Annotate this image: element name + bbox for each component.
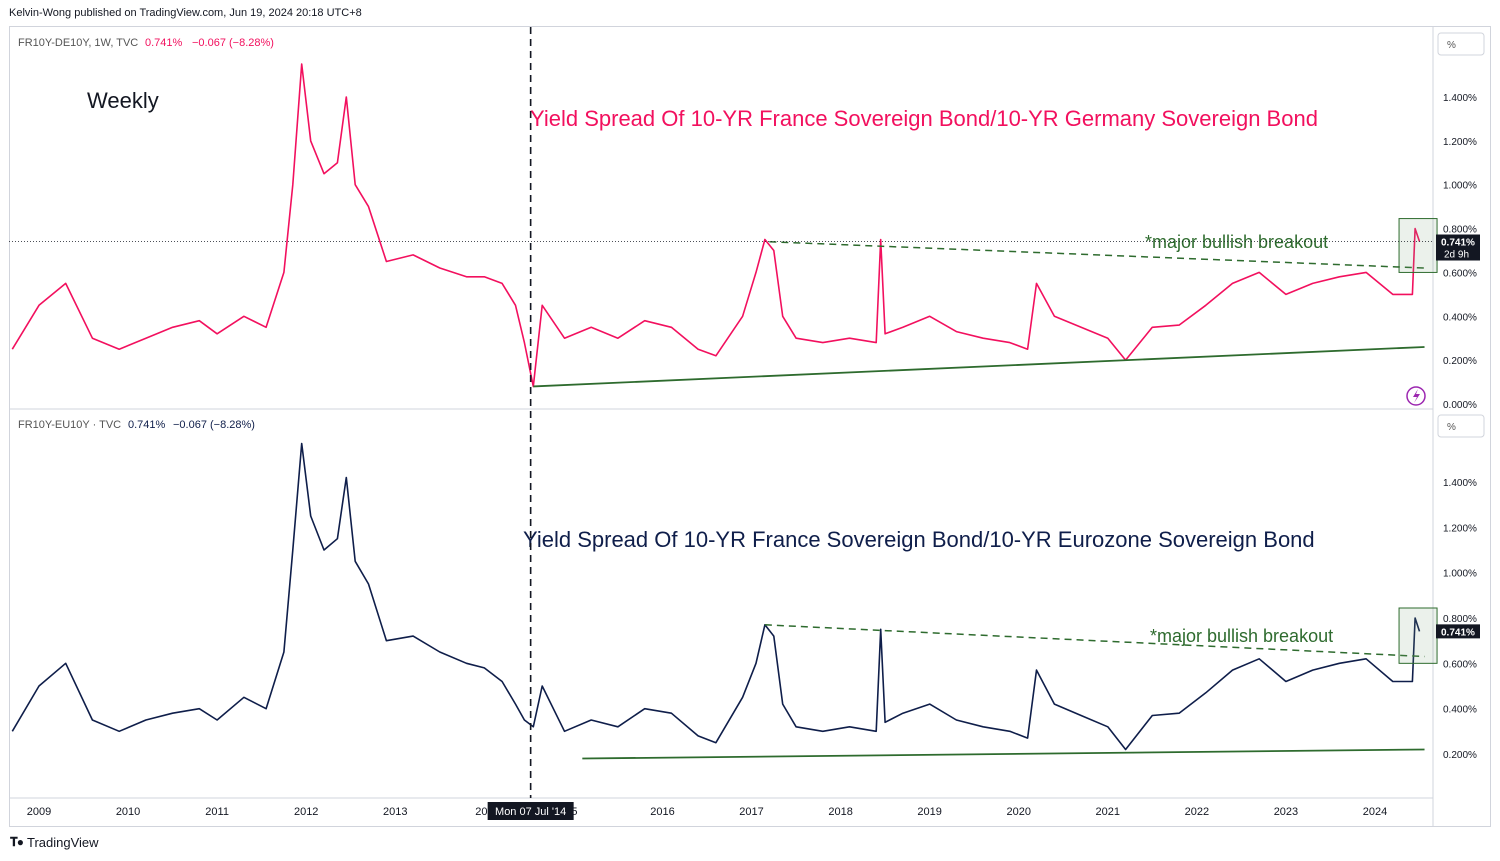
tradingview-logo-icon: 𝐓● [10, 835, 23, 850]
crosshair-date-label: Mon 07 Jul '14 [495, 806, 566, 818]
y-tick-label: 0.400% [1443, 705, 1477, 716]
y-tick-label: 0.400% [1443, 312, 1477, 323]
footer-brand: TradingView [27, 835, 99, 850]
support-trendline [582, 749, 1424, 758]
x-tick-label: 2011 [205, 806, 229, 818]
x-tick-label: 2024 [1363, 806, 1387, 818]
chart-title-top: Yield Spread Of 10-YR France Sovereign B… [530, 106, 1318, 131]
x-tick-label: 2012 [294, 806, 318, 818]
unit-box-bottom[interactable] [1438, 415, 1484, 437]
x-tick-label: 2018 [828, 806, 852, 818]
legend-change-bottom: −0.067 (−8.28%) [173, 419, 255, 431]
y-tick-label: 1.400% [1443, 478, 1477, 489]
y-tick-label: 1.000% [1443, 181, 1477, 192]
footer: 𝐓● TradingView [10, 835, 99, 850]
breakout-box [1399, 219, 1437, 273]
chart-title-bottom: Yield Spread Of 10-YR France Sovereign B… [523, 527, 1315, 552]
price-badge-label: 0.741% [1441, 627, 1475, 638]
y-tick-label: 0.800% [1443, 614, 1477, 625]
x-tick-label: 2023 [1274, 806, 1298, 818]
y-tick-label: 1.000% [1443, 569, 1477, 580]
y-tick-label: 1.200% [1443, 137, 1477, 148]
x-tick-label: 2017 [739, 806, 763, 818]
unit-box-top[interactable] [1438, 33, 1484, 55]
unit-label-top: % [1447, 40, 1456, 51]
x-tick-label: 2021 [1096, 806, 1120, 818]
support-trendline [533, 347, 1424, 386]
lightning-bolt-icon [1413, 389, 1420, 403]
x-tick-label: 2020 [1006, 806, 1030, 818]
x-tick-label: 2022 [1185, 806, 1209, 818]
price-badge-label: 0.741% [1441, 238, 1475, 249]
y-tick-label: 1.200% [1443, 523, 1477, 534]
legend-value-bottom: 0.741% [128, 419, 166, 431]
unit-label-bottom: % [1447, 422, 1456, 433]
breakout-annotation: *major bullish breakout [1150, 626, 1333, 646]
countdown-label: 2d 9h [1444, 250, 1469, 261]
x-tick-label: 2016 [650, 806, 674, 818]
series-line-fr-eu [12, 444, 1419, 750]
legend-change-top: −0.067 (−8.28%) [192, 37, 274, 49]
y-tick-label: 0.800% [1443, 225, 1477, 236]
legend-symbol-top: FR10Y-DE10Y, 1W, TVC [18, 37, 138, 49]
y-tick-label: 0.600% [1443, 268, 1477, 279]
y-tick-label: 0.200% [1443, 750, 1477, 761]
y-tick-label: 0.200% [1443, 356, 1477, 367]
x-tick-label: 2010 [116, 806, 140, 818]
x-tick-label: 2013 [383, 806, 407, 818]
x-tick-label: 2009 [27, 806, 51, 818]
breakout-box [1399, 608, 1437, 663]
legend-value-top: 0.741% [145, 37, 183, 49]
timeframe-label: Weekly [87, 88, 159, 113]
y-tick-label: 0.000% [1443, 400, 1477, 411]
x-tick-label: 20 [475, 806, 487, 818]
y-tick-label: 1.400% [1443, 93, 1477, 104]
legend-symbol-bottom: FR10Y-EU10Y · TVC [18, 419, 121, 431]
breakout-annotation: *major bullish breakout [1145, 232, 1328, 252]
y-tick-label: 0.600% [1443, 659, 1477, 670]
x-tick-label: 2019 [917, 806, 941, 818]
